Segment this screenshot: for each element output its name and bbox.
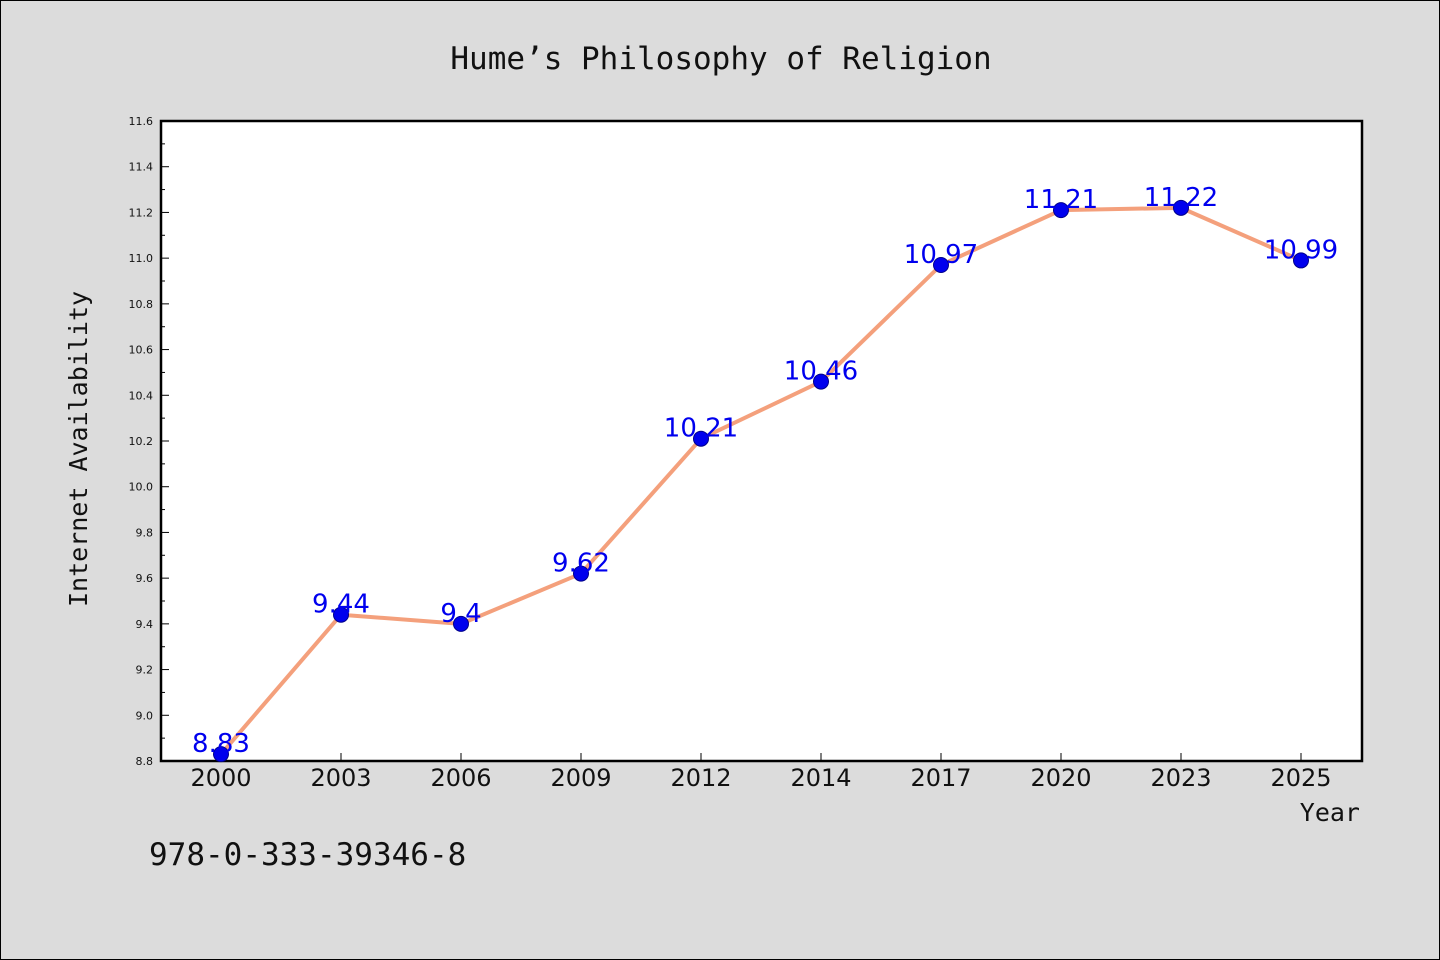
y-tick-label: 10.4 — [129, 389, 154, 402]
data-point — [1053, 202, 1069, 219]
data-point — [573, 565, 589, 582]
data-point — [213, 746, 229, 763]
data-label: 11.22 — [1144, 183, 1218, 213]
x-tick-label: 2003 — [310, 764, 371, 792]
data-label: 9.44 — [312, 590, 370, 620]
y-tick-label: 10.8 — [129, 298, 154, 311]
y-tick-label: 10.6 — [129, 344, 154, 357]
data-point — [333, 606, 349, 623]
data-label: 10.97 — [904, 240, 978, 270]
y-tick-label: 9.0 — [136, 709, 154, 722]
data-label: 11.21 — [1024, 185, 1098, 215]
data-label: 8.83 — [192, 729, 250, 759]
x-axis-label: Year — [1300, 798, 1360, 827]
series-points-group — [213, 199, 1309, 763]
data-point — [1173, 199, 1189, 216]
plot-area — [159, 119, 1364, 763]
y-tick-label: 11.0 — [129, 252, 154, 265]
y-tick-label: 9.4 — [136, 618, 154, 631]
x-axis: 2000 2003 2006 2009 2012 2014 2017 2020 2023 2025 — [190, 753, 1332, 792]
data-point — [813, 373, 829, 390]
y-tick-label: 9.8 — [136, 526, 154, 539]
data-label: 10.21 — [664, 414, 738, 444]
data-point — [1293, 252, 1309, 269]
chart-title: Hume’s Philosophy of Religion — [450, 41, 991, 77]
y-tick-label: 9.2 — [136, 664, 154, 677]
data-point — [933, 257, 949, 273]
x-tick-label: 2020 — [1030, 764, 1091, 792]
series-line-group — [219, 205, 1303, 757]
y-tick-label: 11.6 — [129, 115, 154, 128]
x-tick-label: 2012 — [670, 764, 731, 792]
data-labels-group: 8.83 9.44 9.4 9.62 10.21 10.46 10.97 11.21 11.22… — [192, 183, 1338, 759]
x-tick-label: 2017 — [910, 764, 971, 792]
y-tick-label: 11.2 — [129, 206, 154, 219]
data-label: 9.4 — [440, 599, 481, 629]
y-tick-label: 10.0 — [129, 481, 154, 494]
x-tick-label: 2023 — [1150, 764, 1211, 792]
series-line — [219, 205, 1303, 757]
data-point — [453, 615, 469, 632]
y-tick-label: 8.8 — [136, 755, 154, 768]
data-label: 10.46 — [784, 357, 858, 387]
y-axis: 8.8 9.0 9.2 9.4 9.6 9.8 10.0 10.2 10.4 10.6 10.8 11… — [129, 115, 169, 768]
x-tick-label: 2009 — [550, 764, 611, 792]
y-tick-label: 9.6 — [136, 572, 154, 585]
y-axis-label: Internet Availability — [64, 291, 93, 607]
data-label: 10.99 — [1264, 235, 1338, 265]
x-tick-label: 2025 — [1270, 764, 1331, 792]
y-tick-label: 11.4 — [129, 161, 154, 174]
x-tick-label: 2014 — [790, 764, 851, 792]
data-point — [693, 430, 709, 447]
isbn-text: 978-0-333-39346-8 — [149, 837, 466, 873]
data-label: 9.62 — [552, 549, 610, 579]
x-tick-label: 2006 — [430, 764, 491, 792]
y-tick-label: 10.2 — [129, 435, 154, 448]
x-tick-label: 2000 — [190, 764, 251, 792]
